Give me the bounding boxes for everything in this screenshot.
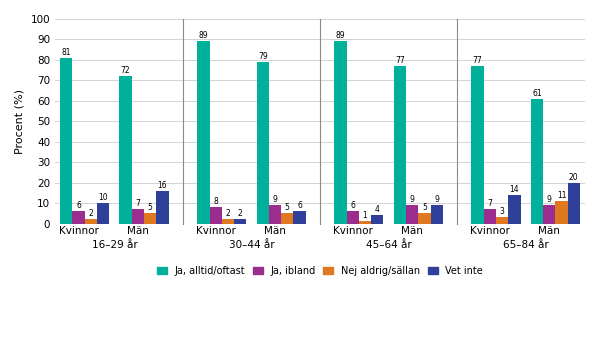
Bar bbox=[543, 205, 556, 224]
Text: 2: 2 bbox=[88, 210, 93, 219]
Bar bbox=[394, 66, 406, 224]
Bar bbox=[97, 203, 109, 224]
Bar bbox=[371, 215, 383, 224]
Text: 77: 77 bbox=[395, 56, 404, 65]
Text: 79: 79 bbox=[258, 52, 268, 61]
Bar bbox=[197, 41, 209, 224]
Text: 65–84 år: 65–84 år bbox=[503, 240, 548, 250]
Bar bbox=[556, 201, 568, 224]
Text: 6: 6 bbox=[297, 201, 302, 210]
Bar bbox=[531, 99, 543, 224]
Bar bbox=[132, 209, 144, 224]
Text: 2: 2 bbox=[226, 210, 230, 219]
Text: 45–64 år: 45–64 år bbox=[365, 240, 412, 250]
Text: 5: 5 bbox=[285, 203, 290, 212]
Text: 9: 9 bbox=[272, 195, 277, 204]
Bar bbox=[269, 205, 281, 224]
Bar bbox=[257, 62, 269, 224]
Text: 30–44 år: 30–44 år bbox=[229, 240, 274, 250]
Bar bbox=[431, 205, 443, 224]
Text: 14: 14 bbox=[509, 185, 519, 194]
Text: 9: 9 bbox=[434, 195, 439, 204]
Bar bbox=[359, 221, 371, 224]
Legend: Ja, alltid/oftast, Ja, ibland, Nej aldrig/sällan, Vet inte: Ja, alltid/oftast, Ja, ibland, Nej aldri… bbox=[153, 262, 487, 280]
Bar bbox=[60, 58, 73, 224]
Bar bbox=[281, 213, 293, 224]
Text: 2: 2 bbox=[238, 210, 242, 219]
Text: 77: 77 bbox=[473, 56, 482, 65]
Bar bbox=[119, 76, 132, 224]
Text: 4: 4 bbox=[375, 205, 380, 214]
Bar bbox=[484, 209, 496, 224]
Bar bbox=[472, 66, 484, 224]
Text: 6: 6 bbox=[76, 201, 81, 210]
Text: 7: 7 bbox=[487, 199, 492, 208]
Bar bbox=[144, 213, 157, 224]
Text: 72: 72 bbox=[121, 66, 130, 75]
Bar bbox=[157, 191, 169, 224]
Text: 1: 1 bbox=[362, 211, 367, 220]
Text: 61: 61 bbox=[532, 89, 542, 98]
Text: 5: 5 bbox=[148, 203, 152, 212]
Text: 81: 81 bbox=[62, 48, 71, 57]
Bar bbox=[73, 211, 85, 224]
Text: 8: 8 bbox=[213, 197, 218, 206]
Text: 16: 16 bbox=[158, 181, 167, 190]
Text: 20: 20 bbox=[569, 172, 578, 181]
Bar bbox=[347, 211, 359, 224]
Text: 89: 89 bbox=[199, 31, 208, 40]
Bar bbox=[234, 219, 247, 224]
Text: 9: 9 bbox=[547, 195, 551, 204]
Bar bbox=[568, 183, 580, 224]
Bar bbox=[293, 211, 305, 224]
Y-axis label: Procent (%): Procent (%) bbox=[15, 89, 25, 154]
Bar bbox=[334, 41, 347, 224]
Text: 9: 9 bbox=[410, 195, 415, 204]
Bar bbox=[418, 213, 431, 224]
Text: 89: 89 bbox=[335, 31, 345, 40]
Bar bbox=[508, 195, 521, 224]
Text: 6: 6 bbox=[350, 201, 355, 210]
Bar bbox=[222, 219, 234, 224]
Text: 5: 5 bbox=[422, 203, 427, 212]
Text: 7: 7 bbox=[136, 199, 140, 208]
Text: 16–29 år: 16–29 år bbox=[92, 240, 137, 250]
Text: 11: 11 bbox=[557, 191, 566, 200]
Text: 10: 10 bbox=[98, 193, 108, 202]
Bar bbox=[496, 217, 508, 224]
Bar bbox=[406, 205, 418, 224]
Bar bbox=[209, 207, 222, 224]
Bar bbox=[85, 219, 97, 224]
Text: 3: 3 bbox=[500, 207, 505, 216]
